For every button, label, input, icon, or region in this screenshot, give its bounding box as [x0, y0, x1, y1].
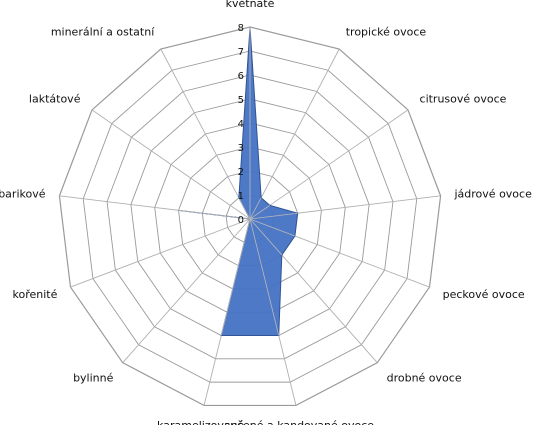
category-label-10: kořenité	[13, 288, 58, 301]
tick-label-2: 2	[238, 167, 244, 178]
data-point-6	[281, 254, 283, 256]
series-layer	[177, 26, 299, 337]
spoke-overlay-4	[249, 212, 298, 220]
category-label-5: peckové ovoce	[443, 288, 525, 301]
spoke-overlay-13	[238, 197, 251, 220]
data-point-2	[260, 197, 262, 199]
data-point-3	[269, 204, 271, 206]
spoke-10	[70, 218, 251, 288]
spoke-3	[249, 109, 409, 220]
category-label-13: minerální a ostatní	[51, 25, 155, 38]
data-point-1	[249, 26, 251, 28]
spoke-overlay-3	[249, 205, 270, 220]
grid-ring-6	[106, 74, 394, 360]
category-label-11: barikové	[0, 187, 46, 200]
grid-ring-7	[82, 50, 418, 383]
category-label-1: květnaté	[226, 0, 275, 10]
spoke-9	[122, 218, 251, 364]
spoke-overlay-2	[249, 197, 262, 220]
category-label-6: drobné ovoce	[387, 372, 462, 385]
category-label-2: tropické ovoce	[346, 25, 427, 38]
tick-label-8: 8	[238, 23, 244, 34]
spoke-12	[91, 109, 251, 220]
data-point-5	[294, 235, 296, 237]
tick-label-layer: 0 1 2 3 4 5 6 7 8	[238, 23, 244, 226]
spoke-overlay-8	[220, 218, 251, 336]
data-point-4	[296, 212, 298, 214]
category-label-7: sušené a kandované ovoce	[225, 419, 375, 425]
data-point-8	[220, 334, 222, 336]
tick-label-4: 4	[238, 119, 244, 130]
tick-label-0: 0	[238, 215, 244, 226]
data-point-12	[249, 218, 251, 220]
spoke-2	[249, 48, 340, 220]
spoke-overlay-5	[249, 218, 296, 237]
tick-label-1: 1	[238, 191, 244, 202]
tick-label-7: 7	[238, 47, 244, 58]
tick-label-6: 6	[238, 71, 244, 82]
grid-ring-8	[58, 26, 442, 407]
tick-label-3: 3	[238, 143, 244, 154]
category-label-3: citrusové ovoce	[420, 93, 507, 106]
tick-label-5: 5	[238, 95, 244, 106]
spoke-overlay-11	[178, 209, 251, 220]
category-label-9: bylinné	[73, 372, 114, 385]
category-label-12: laktátové	[29, 93, 81, 106]
category-label-4: jádrové ovoce	[454, 187, 533, 200]
data-point-11	[177, 209, 179, 211]
spoke-overlay-7	[249, 218, 280, 336]
spoke-overlay-6	[249, 218, 283, 256]
spoke-13	[160, 48, 251, 220]
category-label-8: karamelizované	[157, 419, 245, 425]
data-point-7	[278, 334, 280, 336]
